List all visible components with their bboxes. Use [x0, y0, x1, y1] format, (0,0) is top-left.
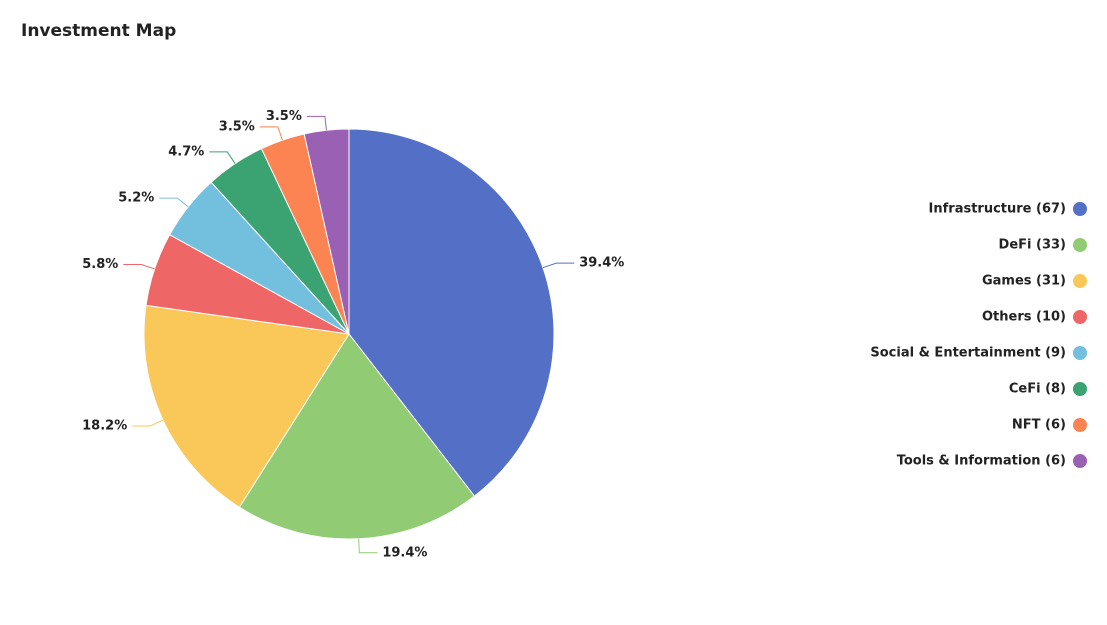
leader-line — [306, 115, 327, 131]
data-label: 19.4% — [382, 545, 427, 560]
pie-slice — [303, 128, 350, 335]
pie-slice — [238, 333, 476, 540]
data-label: 18.2% — [82, 418, 127, 433]
legend-marker — [1073, 346, 1087, 360]
pie-slice — [143, 304, 350, 508]
leader-line — [358, 538, 378, 554]
legend-marker — [1073, 454, 1087, 468]
data-label: 3.5% — [219, 119, 255, 134]
legend-label: Tools & Information (6) — [897, 454, 1066, 469]
legend-marker — [1073, 382, 1087, 396]
data-label: 4.7% — [168, 144, 204, 159]
legend-label: CeFi (8) — [1009, 382, 1066, 397]
leader-line — [209, 151, 236, 164]
data-label: 39.4% — [579, 256, 624, 271]
leader-line — [159, 197, 189, 208]
legend-marker — [1073, 274, 1087, 288]
legend-marker — [1073, 202, 1087, 216]
legend-label: DeFi (33) — [999, 238, 1066, 253]
chart-title: Investment Map — [21, 21, 176, 41]
legend-label: Social & Entertainment (9) — [870, 346, 1066, 361]
leader-line — [259, 126, 283, 141]
data-label: 3.5% — [266, 109, 302, 124]
leader-line — [542, 262, 575, 269]
legend-label: Infrastructure (67) — [929, 202, 1066, 217]
legend-label: Others (10) — [982, 310, 1066, 325]
legend-marker — [1073, 310, 1087, 324]
legend-label: Games (31) — [982, 274, 1066, 289]
legend-marker — [1073, 238, 1087, 252]
legend-marker — [1073, 418, 1087, 432]
legend-label: NFT (6) — [1012, 418, 1066, 433]
leader-line — [123, 263, 155, 270]
pie-slice — [348, 128, 555, 497]
data-label: 5.2% — [118, 191, 154, 206]
data-label: 5.8% — [82, 257, 118, 272]
leader-line — [132, 419, 164, 427]
